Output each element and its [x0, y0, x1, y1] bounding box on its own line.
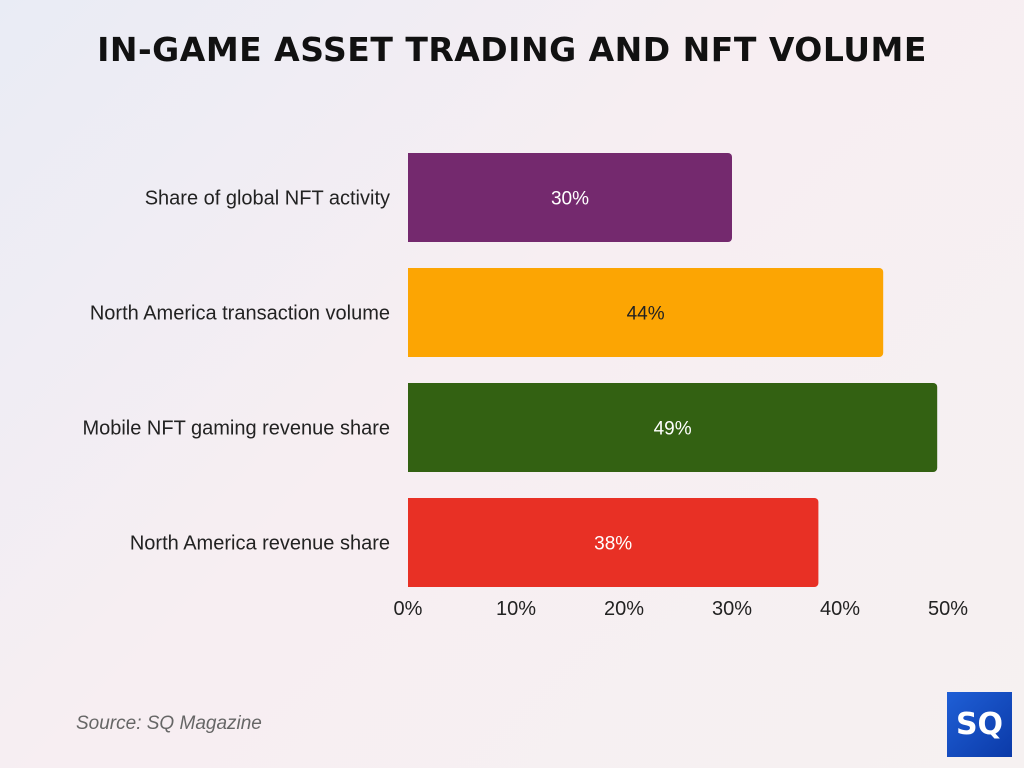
data-label: 44% [627, 304, 665, 325]
data-label: 38% [594, 534, 632, 555]
category-label: Share of global NFT activity [145, 188, 390, 210]
x-tick-label: 30% [712, 598, 752, 620]
data-label: 49% [654, 419, 692, 440]
bar [408, 153, 732, 242]
bar [408, 498, 819, 587]
category-label: North America revenue share [130, 533, 390, 555]
chart-title: IN-GAME ASSET TRADING AND NFT VOLUME [97, 30, 927, 69]
category-label: North America transaction volume [90, 303, 390, 325]
x-tick-label: 10% [496, 598, 536, 620]
x-tick-label: 40% [820, 598, 860, 620]
bar [408, 383, 938, 472]
category-label: Mobile NFT gaming revenue share [82, 418, 390, 440]
x-tick-label: 20% [604, 598, 644, 620]
source-note: Source: SQ Magazine [76, 713, 262, 734]
x-tick-label: 0% [394, 598, 423, 620]
x-tick-label: 50% [928, 598, 968, 620]
data-label: 30% [551, 189, 589, 210]
bar [408, 268, 884, 357]
sq-logo: SQ [947, 692, 1012, 757]
